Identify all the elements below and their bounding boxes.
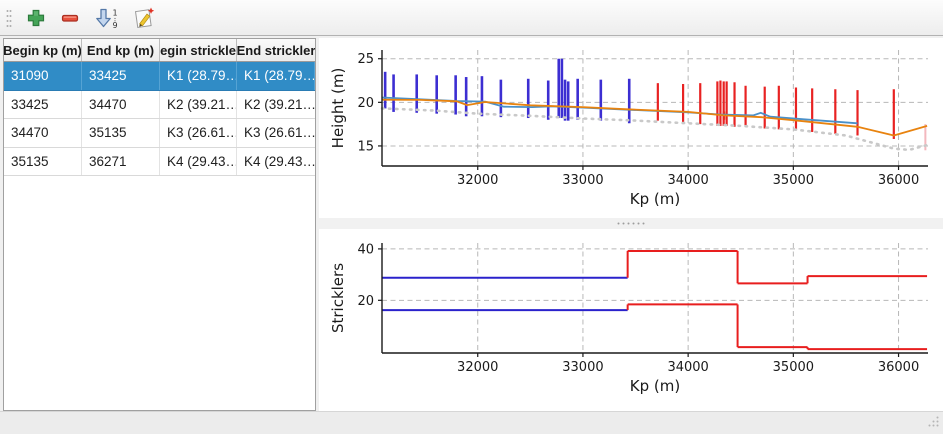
table-body: 31090 33425 K1 (28.79… K1 (28.79… 33425 34470… bbox=[4, 62, 315, 176]
table-row[interactable]: 35135 36271 K4 (29.43… K4 (29.43… bbox=[4, 147, 315, 176]
bed-profile-dotted bbox=[380, 107, 929, 152]
toolbar: 1 9 bbox=[0, 0, 943, 36]
add-row-button[interactable] bbox=[23, 5, 49, 31]
minus-icon bbox=[61, 14, 79, 22]
splitter-dots-icon bbox=[617, 222, 645, 225]
x-tick-label: 34000 bbox=[667, 173, 708, 188]
table-row[interactable]: 31090 33425 K1 (28.79… K1 (28.79… bbox=[4, 62, 315, 91]
height-profile-chart: 32000 33000 34000 35000 36000 15 20 25 Kp (m) Hei… bbox=[329, 50, 929, 208]
x-axis-label: Kp (m) bbox=[630, 190, 680, 208]
edit-row-button[interactable] bbox=[131, 5, 157, 31]
y-tick-label: 20 bbox=[357, 294, 374, 309]
table-cell[interactable]: K3 (26.61… bbox=[244, 125, 315, 141]
table-cell[interactable]: 33425 bbox=[82, 62, 160, 90]
table-cell[interactable]: 36271 bbox=[82, 147, 160, 175]
x-tick-label: 32000 bbox=[457, 360, 498, 375]
y-tick-label: 15 bbox=[357, 139, 374, 154]
column-header-end-kp[interactable]: End kp (m) bbox=[82, 39, 160, 61]
resize-grip-icon bbox=[928, 416, 939, 427]
x-tick-label: 32000 bbox=[457, 173, 498, 188]
x-tick-label: 35000 bbox=[773, 173, 814, 188]
toolbar-drag-handle[interactable] bbox=[3, 6, 15, 30]
table-cell[interactable]: 35135 bbox=[4, 147, 82, 175]
sort-numeric-icon: 1 9 bbox=[96, 8, 118, 30]
table-cell[interactable]: K1 (28.79… bbox=[237, 62, 315, 90]
column-header-begin-strickler[interactable]: egin strickle bbox=[160, 39, 237, 61]
table-cell[interactable]: K4 (29.43… bbox=[244, 153, 315, 169]
stricklers-chart: 32000 33000 34000 35000 36000 20 40 Kp (m) Stric… bbox=[329, 242, 928, 395]
sort-icon-number-top: 1 bbox=[112, 8, 117, 17]
table-cell[interactable]: K2 (39.21… bbox=[160, 90, 237, 118]
table-row[interactable]: 34470 35135 K3 (26.61… K3 (26.61… bbox=[4, 119, 315, 148]
water-level-orange bbox=[381, 98, 928, 137]
y-axis-label: Height (m) bbox=[329, 68, 347, 149]
plus-icon bbox=[27, 9, 45, 26]
y-tick-label: 25 bbox=[357, 52, 374, 67]
status-bar bbox=[0, 411, 943, 434]
column-header-end-strickler[interactable]: End strickler bbox=[237, 42, 315, 58]
y-tick-label: 40 bbox=[357, 242, 374, 257]
table-cell[interactable]: 34470 bbox=[82, 90, 160, 118]
x-tick-label: 36000 bbox=[878, 360, 919, 375]
table-cell[interactable]: 35135 bbox=[82, 119, 160, 147]
remove-row-button[interactable] bbox=[57, 5, 83, 31]
sort-icon-number-bottom: 9 bbox=[112, 21, 117, 30]
sort-rows-button[interactable]: 1 9 bbox=[91, 5, 123, 31]
x-tick-label: 33000 bbox=[562, 360, 603, 375]
table-header-row: Begin kp (m) End kp (m) egin strickle En… bbox=[4, 39, 315, 62]
y-axis-label: Stricklers bbox=[329, 263, 347, 333]
table-cell[interactable]: K4 (29.43… bbox=[160, 147, 237, 175]
height-profile-chart-panel: 32000 33000 34000 35000 36000 15 20 25 Kp (m) Hei… bbox=[319, 38, 943, 218]
table-cell[interactable]: 33425 bbox=[4, 90, 82, 118]
x-tick-label: 35000 bbox=[773, 360, 814, 375]
table-cell[interactable]: K1 (28.79… bbox=[160, 62, 237, 90]
reach-table-panel: Begin kp (m) End kp (m) egin strickle En… bbox=[3, 38, 316, 411]
x-axis-label: Kp (m) bbox=[630, 377, 680, 395]
y-tick-label: 20 bbox=[357, 96, 374, 111]
table-cell[interactable]: 34470 bbox=[4, 119, 82, 147]
table-row[interactable]: 33425 34470 K2 (39.21… K2 (39.21… bbox=[4, 90, 315, 119]
column-header-begin-kp[interactable]: Begin kp (m) bbox=[4, 39, 82, 61]
edit-note-icon bbox=[134, 7, 155, 28]
x-tick-label: 36000 bbox=[878, 173, 919, 188]
stricklers-chart-panel: 32000 33000 34000 35000 36000 20 40 Kp (m) Stric… bbox=[319, 229, 943, 411]
x-tick-label: 33000 bbox=[562, 173, 603, 188]
chart-splitter-handle[interactable] bbox=[319, 218, 943, 229]
window-resize-grip[interactable] bbox=[927, 415, 940, 431]
table-cell[interactable]: 31090 bbox=[4, 62, 82, 90]
grip-dots-icon bbox=[6, 9, 12, 27]
x-tick-label: 34000 bbox=[667, 360, 708, 375]
table-cell[interactable]: K2 (39.21… bbox=[244, 96, 315, 112]
table-cell[interactable]: K3 (26.61… bbox=[160, 119, 237, 147]
